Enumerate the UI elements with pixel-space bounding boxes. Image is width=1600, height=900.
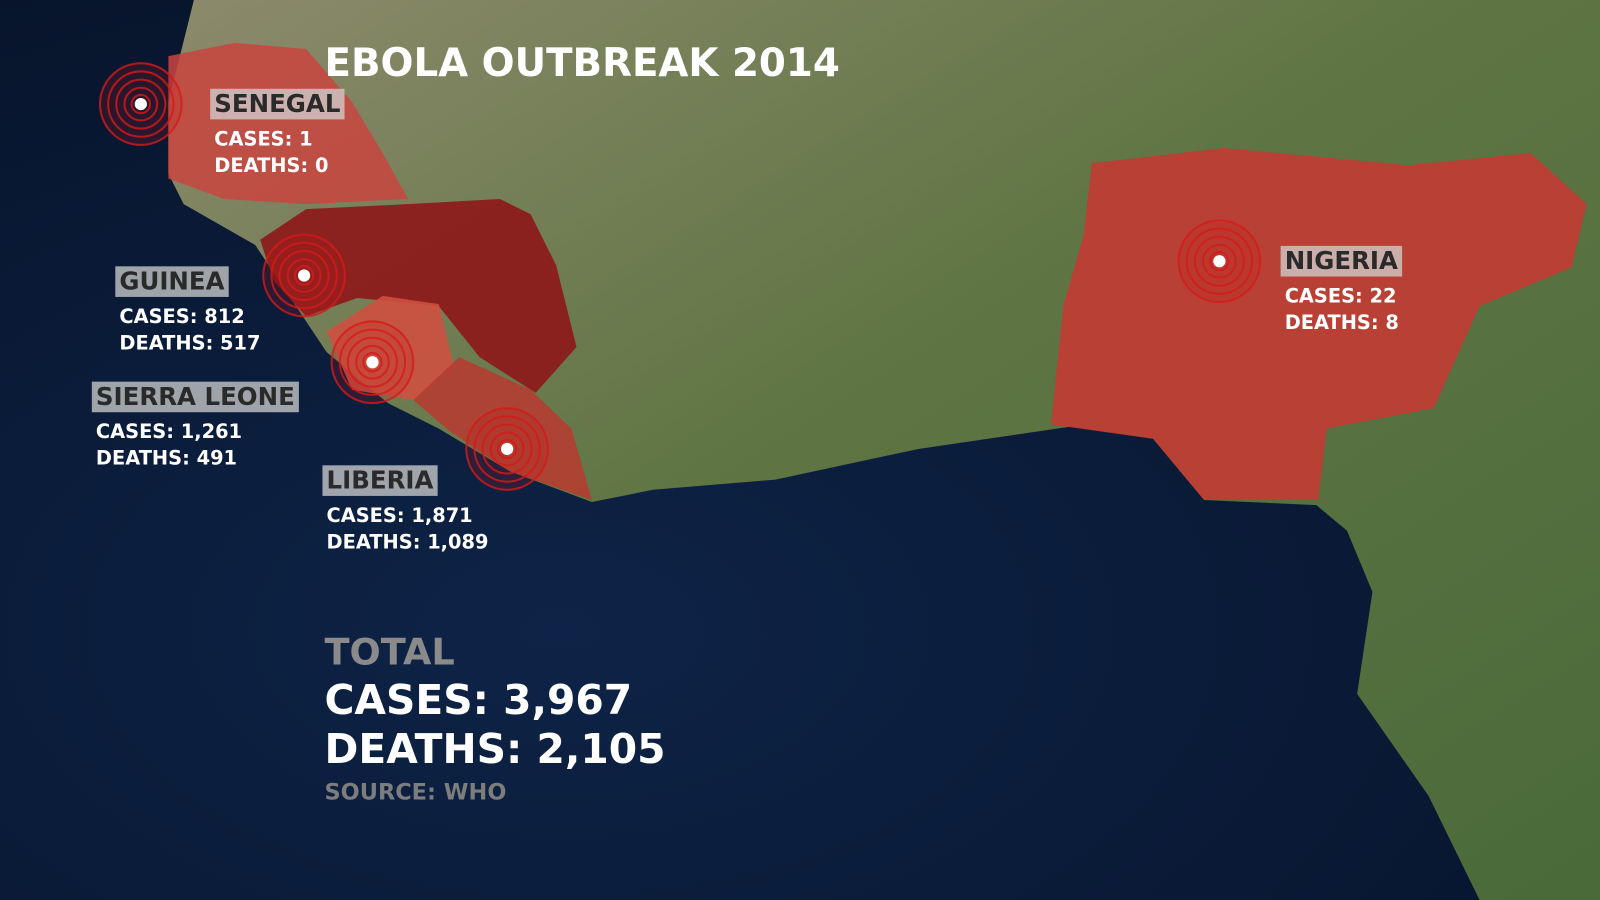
name-box <box>1280 245 1403 277</box>
deaths: DEATHS: 1,089 <box>327 530 489 553</box>
name-box <box>210 88 345 120</box>
country-name: SIERRA LEONE <box>96 382 295 411</box>
name-box <box>322 465 438 496</box>
guinea-area <box>260 198 577 393</box>
deaths: DEATHS: 491 <box>96 447 237 470</box>
marker-ring <box>1193 235 1245 287</box>
marker-ring <box>107 70 175 138</box>
deaths: DEATHS: 517 <box>119 331 260 354</box>
cases: CASES: 812 <box>119 305 244 328</box>
marker-ring <box>489 431 525 467</box>
sierra-leone-area <box>326 295 455 400</box>
total-cases: CASES: 3,967 <box>324 676 632 724</box>
marker-ring <box>270 241 338 310</box>
deaths: DEATHS: 0 <box>214 154 328 177</box>
marker-ring <box>496 438 518 460</box>
cases: CASES: 1,871 <box>327 504 473 527</box>
marker-ring <box>362 352 383 373</box>
country-name: LIBERIA <box>327 466 434 495</box>
marker-ring <box>1202 243 1237 279</box>
country-name: SENEGAL <box>214 89 340 118</box>
marker-dot <box>134 97 147 111</box>
marker-ring <box>115 78 167 130</box>
marker-ring <box>1209 251 1230 272</box>
liberia-area <box>413 357 592 500</box>
senegal-area <box>168 42 409 205</box>
marker-ring <box>338 328 407 396</box>
country-name: GUINEA <box>119 267 224 296</box>
marker-ring <box>123 86 159 122</box>
title: EBOLA OUTBREAK 2014 <box>324 41 839 86</box>
marker-dot <box>366 356 379 369</box>
marker-ring <box>355 344 390 380</box>
total-heading: TOTAL <box>324 631 454 674</box>
cases: CASES: 1 <box>214 127 312 150</box>
cases: CASES: 22 <box>1285 284 1397 307</box>
marker-ring <box>346 336 398 388</box>
deaths: DEATHS: 8 <box>1285 311 1399 334</box>
marker-ring <box>278 250 330 302</box>
marker-ring <box>130 93 152 115</box>
marker-dot <box>297 269 311 282</box>
marker-ring <box>481 423 533 475</box>
name-box <box>115 266 229 297</box>
marker-ring <box>473 415 541 483</box>
total-deaths: DEATHS: 2,105 <box>324 725 665 773</box>
marker-dot <box>501 442 514 456</box>
cases: CASES: 1,261 <box>96 420 242 443</box>
marker-ring <box>293 265 315 286</box>
source: SOURCE: WHO <box>324 779 506 805</box>
marker-dot <box>1213 255 1226 268</box>
country-name: NIGERIA <box>1285 246 1398 275</box>
marker-ring <box>286 258 322 293</box>
name-box <box>91 381 299 413</box>
nigeria-area <box>1051 147 1587 501</box>
marker-ring <box>1185 227 1254 295</box>
